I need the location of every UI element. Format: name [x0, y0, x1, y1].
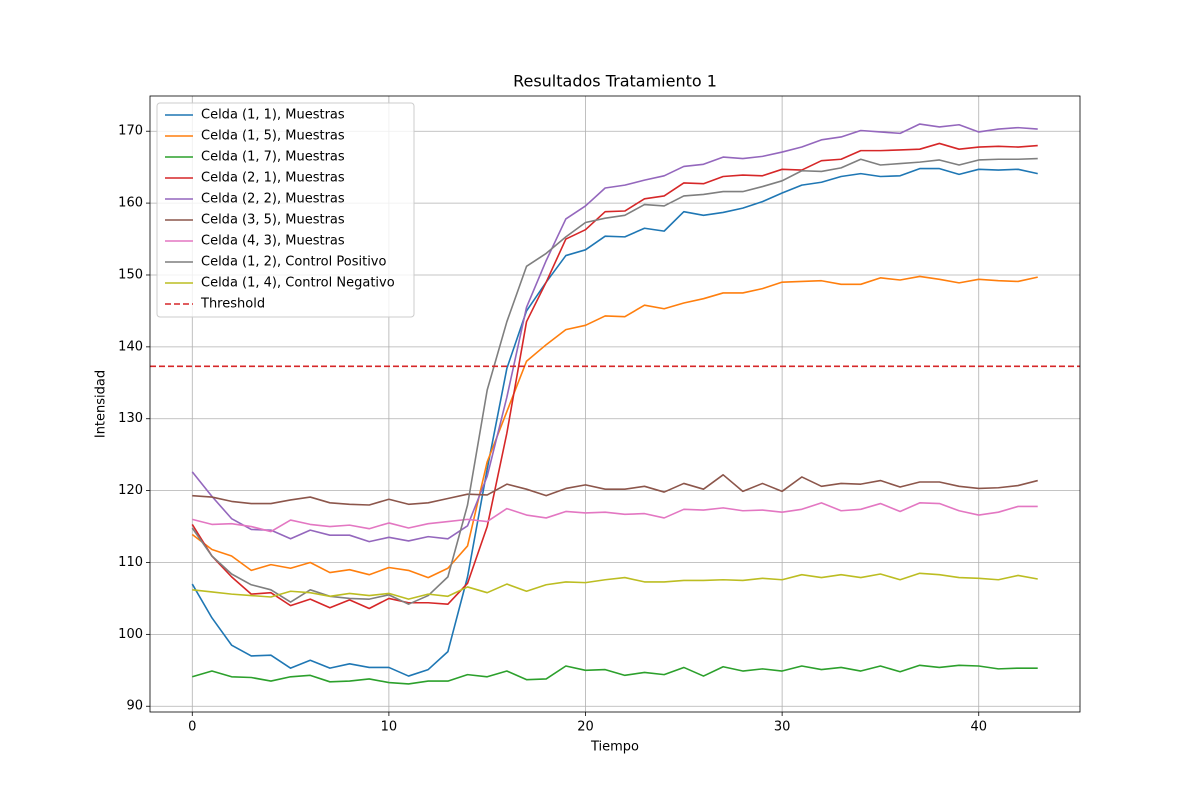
- legend-label: Celda (2, 2), Muestras: [201, 192, 345, 207]
- line-series: [191, 157, 1038, 605]
- line-series: [191, 123, 1038, 543]
- legend-label: Celda (1, 4), Control Negativo: [201, 276, 395, 291]
- legend-label: Celda (1, 1), Muestras: [201, 108, 345, 123]
- x-tick-label: 0: [188, 720, 196, 735]
- legend: Celda (1, 1), Muestras Celda (1, 5), Mues…: [156, 102, 415, 318]
- line-series: [191, 142, 1038, 610]
- legend-label: Celda (3, 5), Muestras: [201, 213, 345, 228]
- legend-label: Threshold: [200, 297, 265, 312]
- x-tick-label: 40: [970, 720, 987, 735]
- y-tick-label: 90: [126, 699, 143, 714]
- x-axis-label: Tiempo: [590, 740, 639, 755]
- legend-label: Celda (2, 1), Muestras: [201, 171, 345, 186]
- y-tick-label: 120: [118, 483, 143, 498]
- line-series: [192, 474, 1038, 506]
- y-axis-label: Intensidad: [94, 370, 109, 438]
- line-series: [192, 664, 1038, 685]
- x-tick-label: 20: [577, 720, 594, 735]
- axes-frame: [149, 95, 1081, 713]
- legend-label: Celda (1, 2), Control Positivo: [201, 255, 386, 270]
- y-tick-label: 110: [118, 555, 143, 570]
- y-tick-label: 150: [118, 267, 143, 282]
- line-series: [191, 275, 1038, 579]
- x-tick-label: 30: [774, 720, 791, 735]
- legend-label: Celda (1, 5), Muestras: [201, 129, 345, 144]
- y-tick-label: 100: [118, 627, 143, 642]
- line-series: [191, 167, 1038, 677]
- y-tick-label: 160: [118, 196, 143, 211]
- y-tick-label: 140: [118, 339, 143, 354]
- x-tick-label: 10: [381, 720, 398, 735]
- legend-label: Celda (4, 3), Muestras: [201, 234, 345, 249]
- legend-label: Celda (1, 7), Muestras: [201, 150, 345, 165]
- legend-box: [156, 102, 415, 318]
- y-tick-label: 170: [118, 124, 143, 139]
- y-tick-label: 130: [118, 411, 143, 426]
- line-series: [192, 572, 1038, 600]
- line-series: [192, 502, 1038, 533]
- chart-title: Resultados Tratamiento 1: [513, 72, 717, 91]
